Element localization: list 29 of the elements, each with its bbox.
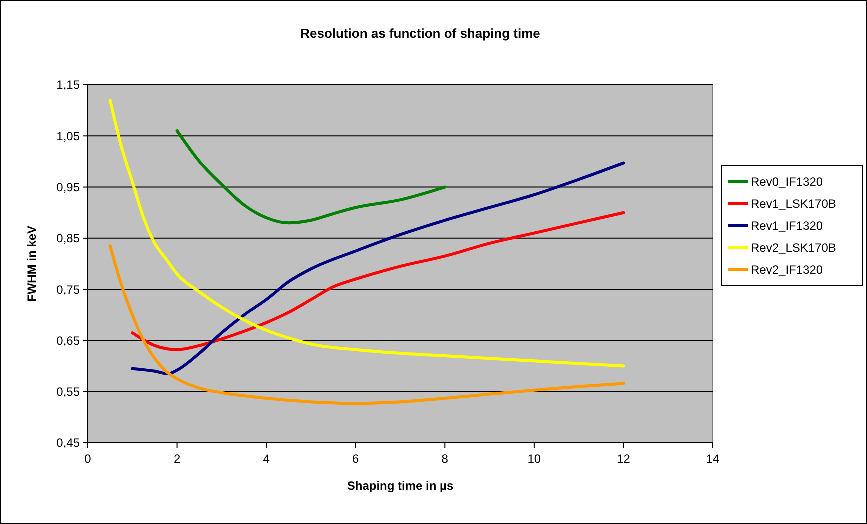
x-tick-label: 8 xyxy=(442,452,449,466)
legend-label: Rev1_LSK170B xyxy=(751,197,836,212)
x-tick-label: 10 xyxy=(528,452,542,466)
line-series xyxy=(108,244,626,406)
y-tick-label: 0,65 xyxy=(56,334,80,348)
chart-title: Resolution as function of shaping time xyxy=(300,26,540,41)
y-tick-label: 1,15 xyxy=(56,78,80,92)
line-series xyxy=(108,98,626,368)
legend-label: Rev2_IF1320 xyxy=(751,263,824,278)
x-tick-label: 2 xyxy=(174,452,181,466)
y-tick-label: 0,95 xyxy=(56,180,80,194)
line-series xyxy=(131,162,626,376)
x-tick-label: 14 xyxy=(706,452,720,466)
legend-label: Rev1_IF1320 xyxy=(751,219,824,234)
y-tick-label: 0,55 xyxy=(56,385,80,400)
y-tick-label: 0,75 xyxy=(56,282,80,297)
y-tick-label: 1,05 xyxy=(56,129,80,144)
legend-label: Rev2_LSK170B xyxy=(751,241,836,256)
x-tick-label: 6 xyxy=(352,452,360,466)
line-series xyxy=(131,211,626,352)
x-tick-label: 12 xyxy=(617,452,631,466)
line-series xyxy=(176,130,447,225)
x-axis-title: Shaping time in µs xyxy=(347,479,454,493)
x-tick-label: 0 xyxy=(84,452,92,466)
x-tick-label: 4 xyxy=(263,452,270,466)
y-tick-label: 0,85 xyxy=(56,232,80,246)
legend-label: Rev0_IF1320 xyxy=(751,175,824,190)
y-tick-label: 0,45 xyxy=(56,436,80,450)
y-axis-title: FWHM in keV xyxy=(25,226,39,302)
